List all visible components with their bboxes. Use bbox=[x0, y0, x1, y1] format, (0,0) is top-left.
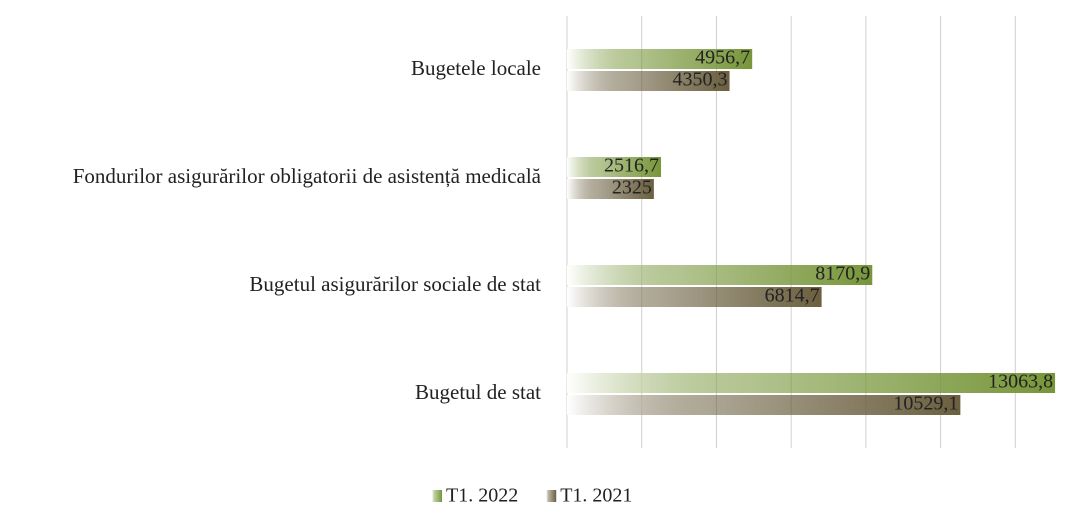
y-tick-label: Bugetele locale bbox=[411, 56, 541, 80]
value-label: 2516,7 bbox=[604, 155, 659, 177]
legend-swatch bbox=[432, 490, 442, 502]
legend-label: T1. 2022 bbox=[446, 485, 518, 507]
bar bbox=[567, 157, 662, 177]
bar bbox=[567, 265, 873, 285]
y-tick-label: Bugetul asigurărilor sociale de stat bbox=[249, 272, 541, 296]
bar bbox=[567, 395, 961, 415]
bar bbox=[567, 179, 654, 199]
legend-label: T1. 2021 bbox=[560, 485, 632, 507]
legend-swatch bbox=[546, 490, 557, 502]
y-tick-label: Bugetul de stat bbox=[415, 380, 541, 404]
value-label: 2325 bbox=[612, 177, 652, 199]
y-tick-label: Fondurilor asigurărilor obligatorii de a… bbox=[73, 164, 542, 188]
value-label: 13063,8 bbox=[988, 371, 1053, 393]
bar bbox=[567, 49, 753, 69]
bar bbox=[567, 287, 822, 307]
value-label: 6814,7 bbox=[765, 285, 820, 307]
value-label: 10529,1 bbox=[893, 393, 958, 415]
bar bbox=[567, 71, 730, 91]
value-label: 8170,9 bbox=[815, 263, 870, 285]
value-label: 4350,3 bbox=[673, 69, 728, 91]
value-label: 4956,7 bbox=[695, 47, 750, 69]
bar bbox=[567, 373, 1056, 393]
